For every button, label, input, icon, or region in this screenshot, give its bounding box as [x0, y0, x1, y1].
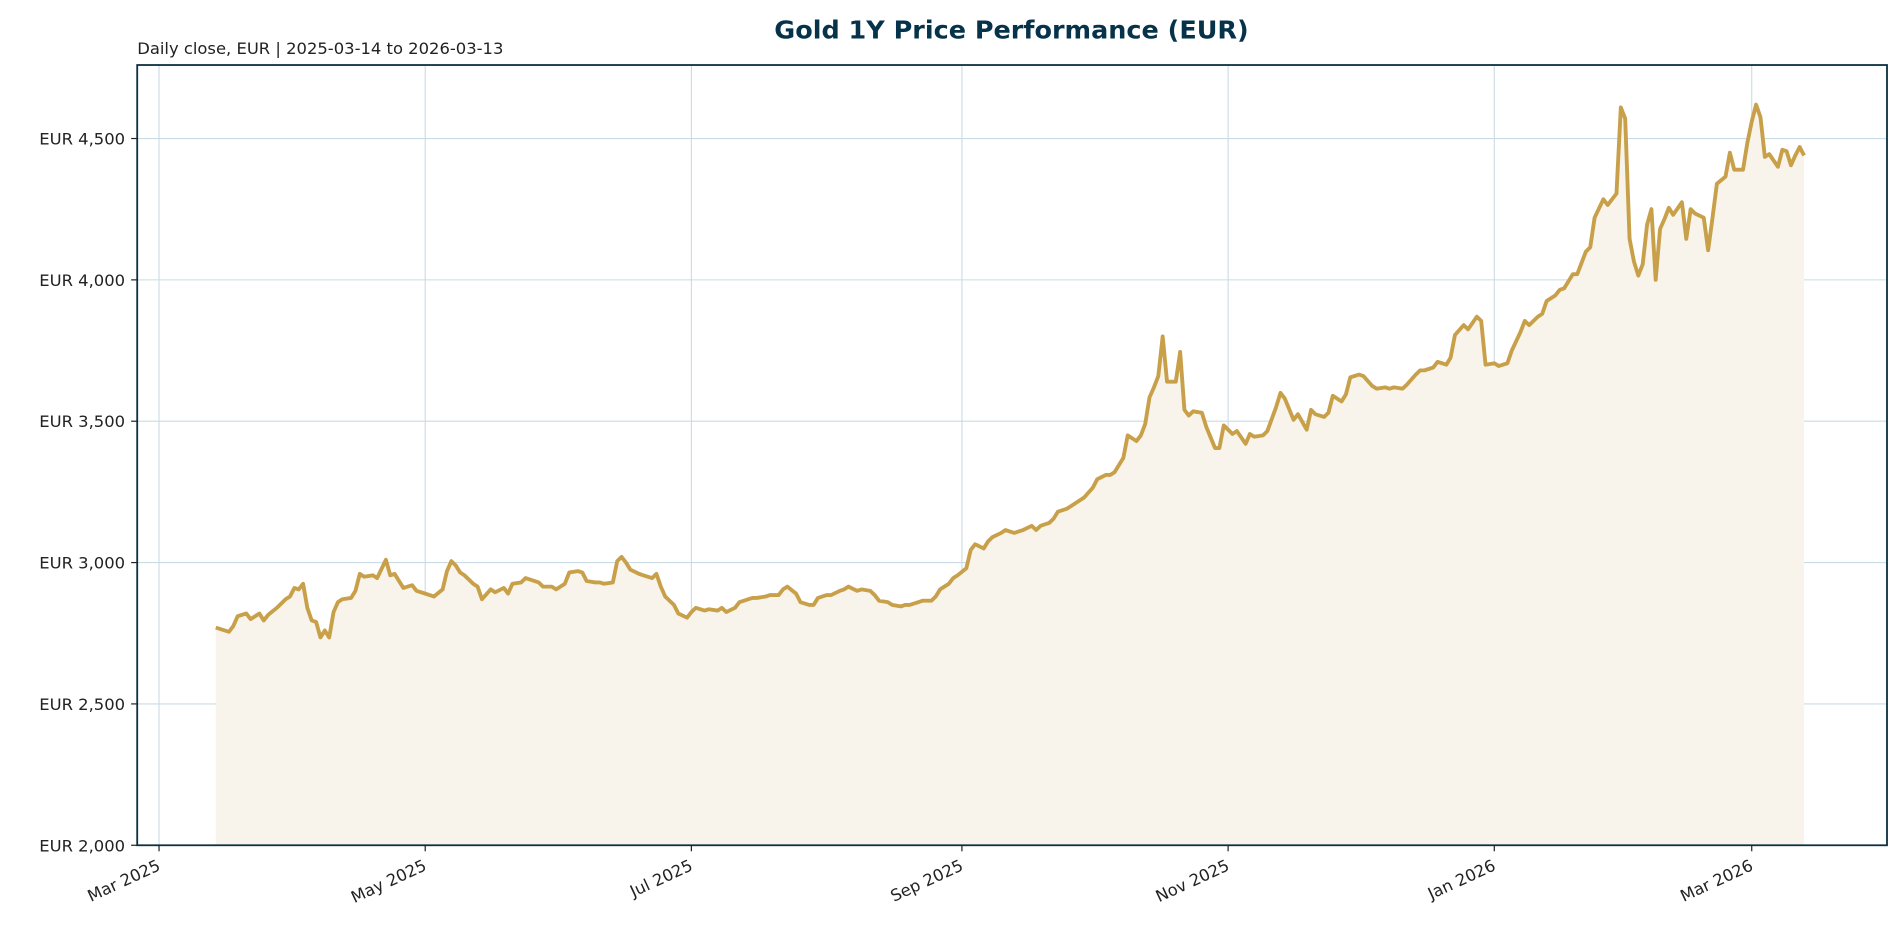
x-tick-label: Nov 2025: [1153, 856, 1233, 906]
x-tick-label: Mar 2025: [85, 856, 164, 906]
chart-subtitle: Daily close, EUR | 2025-03-14 to 2026-03…: [137, 39, 503, 58]
plot-frame: [136, 64, 1888, 847]
x-tick-label: Jul 2025: [626, 856, 695, 902]
price-area-fill: [215, 104, 1805, 846]
y-tick-label: EUR 2,500: [39, 695, 125, 714]
price-line: [215, 102, 1806, 640]
y-tick-label: EUR 4,500: [39, 130, 125, 149]
y-tick-label: EUR 3,500: [39, 412, 125, 431]
x-tick-label: Jan 2026: [1424, 856, 1498, 904]
y-axis: EUR 2,000 EUR 2,500 EUR 3,000 EUR 3,500 EUR …: [39, 130, 138, 855]
x-tick-label: Mar 2026: [1677, 856, 1756, 906]
chart-title: Gold 1Y Price Performance (EUR): [774, 15, 1248, 45]
x-tick-label: Sep 2025: [887, 856, 966, 906]
y-tick-label: EUR 4,000: [39, 271, 125, 290]
y-tick-label: EUR 2,000: [39, 836, 125, 855]
x-tick-label: May 2025: [348, 856, 429, 907]
price-points: [215, 104, 1805, 638]
x-axis: Mar 2025 May 2025 Jul 2025 Sep 2025 Nov 2025…: [85, 845, 1756, 907]
y-tick-label: EUR 3,000: [39, 554, 125, 573]
